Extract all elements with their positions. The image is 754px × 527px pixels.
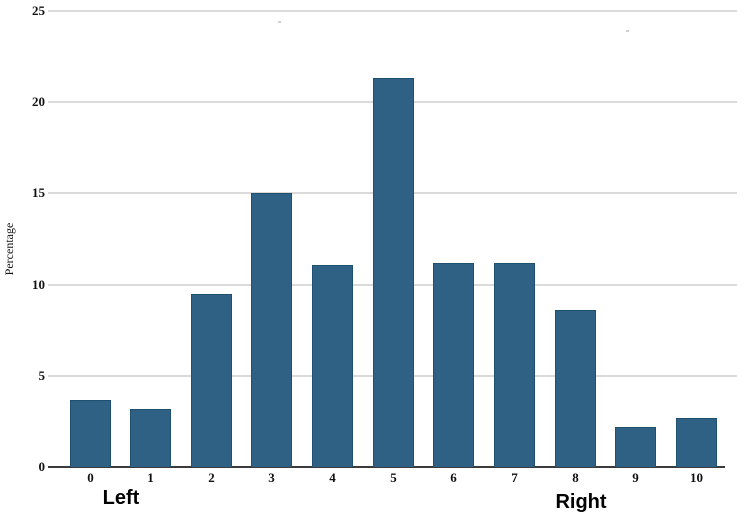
bar-1 <box>130 409 172 467</box>
x-axis-line <box>48 466 725 468</box>
image-artifact-speck <box>278 21 281 23</box>
x-tick-label-9: 9 <box>632 470 639 485</box>
y-tick-label-25: 25 <box>32 3 45 18</box>
x-tick-label-10: 10 <box>690 470 703 485</box>
bar-0 <box>69 400 111 467</box>
plot-area <box>48 10 737 468</box>
bar-7 <box>494 263 536 467</box>
x-tick-label-4: 4 <box>329 470 336 485</box>
y-tick-label-10: 10 <box>32 277 45 292</box>
x-tick-label-6: 6 <box>450 470 457 485</box>
x-axis-group-label-left: Left <box>102 487 140 509</box>
x-axis-group-label-right: Right <box>555 491 607 513</box>
y-tick-label-5: 5 <box>38 368 46 383</box>
bar-5 <box>372 78 414 467</box>
x-tick-label-8: 8 <box>572 470 579 485</box>
x-tick-label-2: 2 <box>208 470 215 485</box>
image-artifact-speck <box>626 30 629 32</box>
bar-10 <box>676 418 717 467</box>
bar-9 <box>615 427 657 467</box>
bar-3 <box>251 193 293 467</box>
bar-4 <box>312 265 354 467</box>
x-tick-label-0: 0 <box>87 470 94 485</box>
gridline-y-25 <box>48 10 737 12</box>
y-tick-label-20: 20 <box>32 94 45 109</box>
y-tick-label-0: 0 <box>38 459 46 474</box>
x-tick-label-3: 3 <box>268 470 275 485</box>
x-tick-label-1: 1 <box>147 470 154 485</box>
y-tick-label-15: 15 <box>32 185 45 200</box>
bar-8 <box>554 310 596 467</box>
bar-2 <box>190 294 232 467</box>
bar-6 <box>433 263 475 467</box>
x-tick-label-7: 7 <box>511 470 518 485</box>
x-tick-label-5: 5 <box>390 470 397 485</box>
